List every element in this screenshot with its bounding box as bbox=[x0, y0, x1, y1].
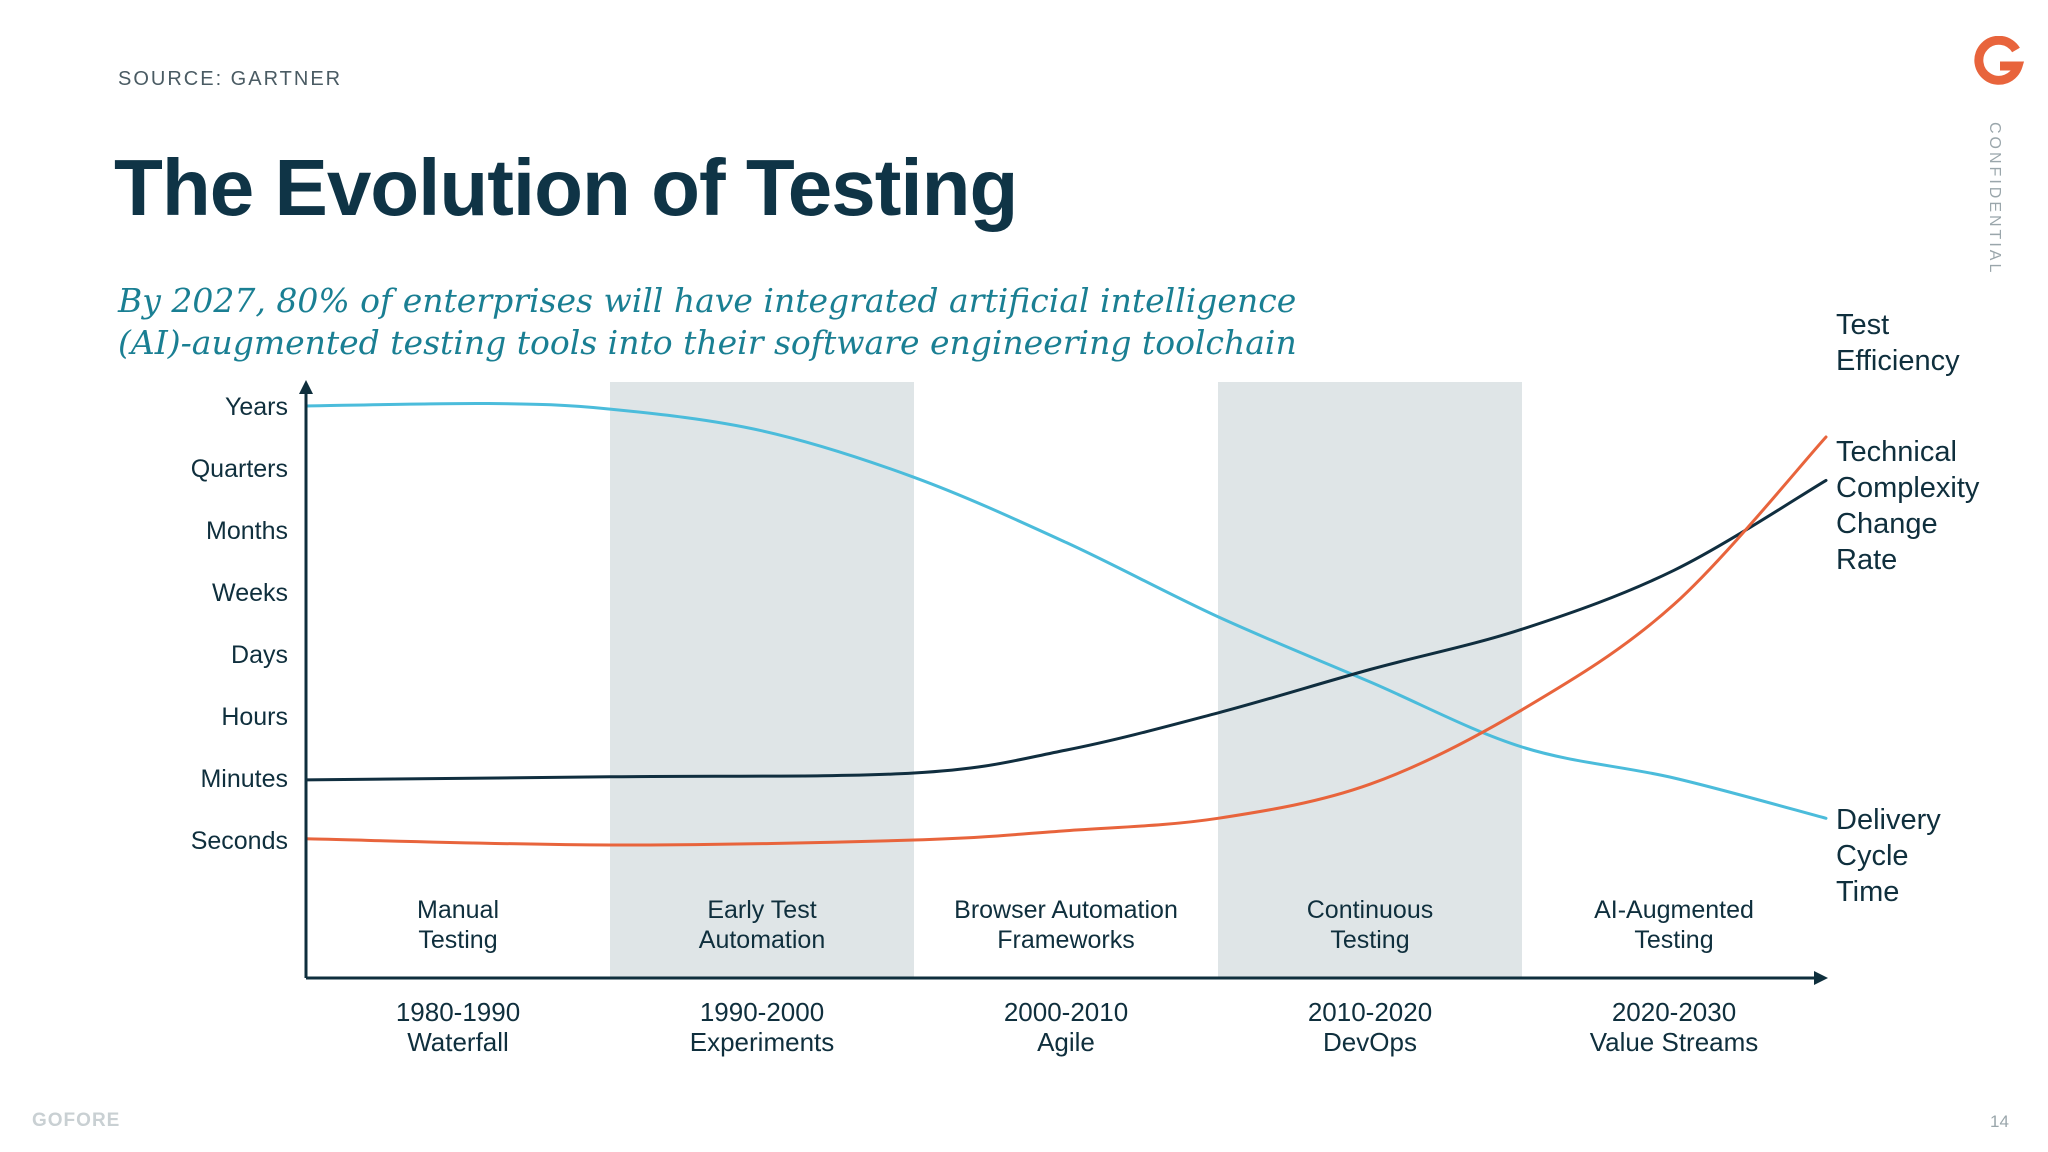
y-tick-label: Quarters bbox=[191, 455, 288, 483]
era-label: Manual Testing bbox=[417, 896, 499, 954]
chart-axes bbox=[299, 380, 1828, 985]
series-line-technical-complexity-change-rate bbox=[304, 478, 1828, 782]
y-tick-label: Months bbox=[206, 517, 288, 545]
x-axis-arrow-icon bbox=[1814, 971, 1828, 985]
y-tick-label: Weeks bbox=[212, 579, 288, 607]
y-tick-label: Days bbox=[231, 641, 288, 669]
y-tick-label: Minutes bbox=[200, 765, 288, 793]
series-label: Delivery Cycle Time bbox=[1836, 804, 1941, 908]
era-band-1 bbox=[610, 382, 914, 978]
x-tick-label: 1980-1990 Waterfall bbox=[396, 997, 520, 1057]
era-label: AI-Augmented Testing bbox=[1594, 896, 1754, 954]
x-tick-label: 1990-2000 Experiments bbox=[690, 997, 835, 1057]
series-lines bbox=[304, 401, 1828, 847]
logo-g-shape bbox=[1974, 36, 2024, 85]
y-tick-label: Hours bbox=[221, 703, 288, 731]
era-label: Browser Automation Frameworks bbox=[954, 896, 1178, 954]
x-tick-label: 2000-2010 Agile bbox=[1004, 997, 1128, 1057]
era-label: Continuous Testing bbox=[1307, 896, 1433, 954]
series-labels: Delivery Cycle Time Technical Complexity Chan… bbox=[1836, 309, 1980, 908]
x-tick-labels: 1980-1990 Waterfall 1990-2000 Experiments 20… bbox=[396, 997, 1758, 1057]
source-label: SOURCE: GARTNER bbox=[118, 68, 343, 90]
series-label: Technical Complexity Change Rate bbox=[1836, 436, 1980, 576]
series-label: Test Efficiency bbox=[1836, 309, 1960, 377]
y-tick-label: Seconds bbox=[191, 827, 288, 855]
series-line-test-efficiency bbox=[304, 435, 1828, 847]
era-labels: Manual Testing Early Test Automation Browser… bbox=[417, 896, 1754, 954]
confidential-label: CONFIDENTIAL bbox=[1986, 122, 2003, 276]
y-axis-arrow-icon bbox=[299, 380, 313, 394]
era-label: Early Test Automation bbox=[699, 896, 825, 954]
page-title: The Evolution of Testing bbox=[114, 143, 1018, 232]
x-tick-label: 2010-2020 DevOps bbox=[1308, 997, 1432, 1057]
era-band-3 bbox=[1218, 382, 1522, 978]
series-line-delivery-cycle-time bbox=[304, 401, 1828, 820]
brand-wordmark: GOFORE bbox=[32, 1110, 121, 1131]
x-tick-label: 2020-2030 Value Streams bbox=[1590, 997, 1759, 1057]
gofore-logo-icon bbox=[1974, 36, 2024, 85]
era-bands bbox=[610, 382, 1522, 978]
y-tick-labels: Seconds Minutes Hours Days Weeks Months Quarte… bbox=[191, 393, 288, 855]
subtitle-quote: By 2027, 80% of enterprises will have in… bbox=[118, 281, 1297, 362]
y-tick-label: Years bbox=[225, 393, 288, 421]
page-number: 14 bbox=[1990, 1112, 2009, 1131]
